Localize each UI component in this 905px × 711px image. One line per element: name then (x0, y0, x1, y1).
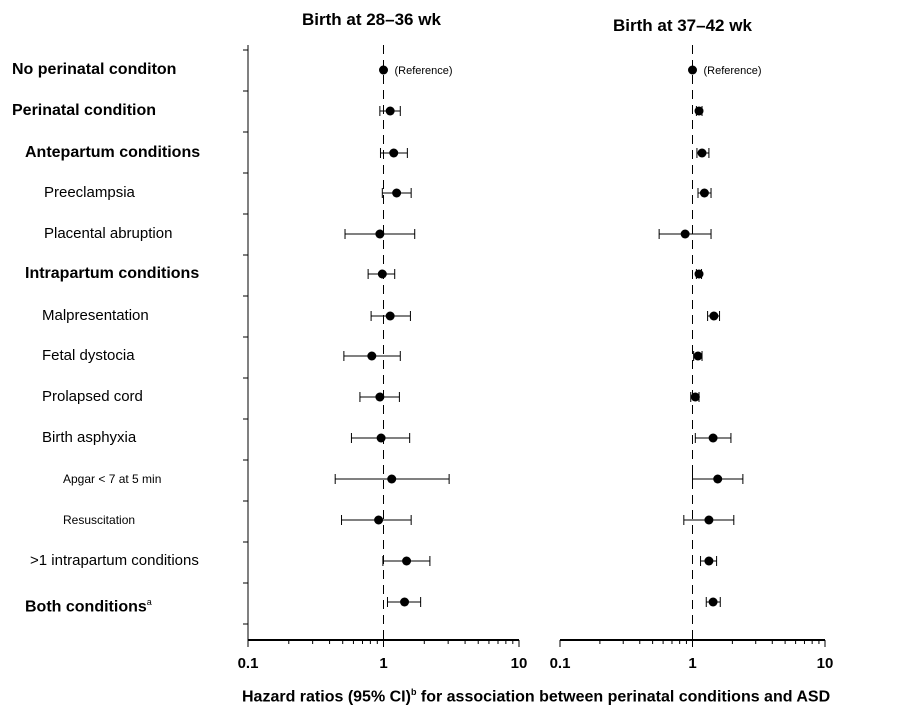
hazard-ratio-point (693, 351, 703, 361)
row-label: Prolapsed cord (42, 388, 143, 406)
row-label: Fetal dystocia (42, 347, 135, 365)
hazard-ratio-point (379, 65, 388, 75)
panel-title-preterm: Birth at 28–36 wk (302, 10, 441, 29)
row-label-text: Resuscitation (63, 513, 136, 527)
row-label: Both conditionsa (25, 593, 152, 616)
row-label: Birth asphyxia (42, 429, 136, 447)
hazard-ratio-point (385, 311, 395, 321)
hazard-ratio-point (690, 392, 700, 402)
row-label-footnote: a (146, 597, 152, 607)
row-label: Perinatal condition (12, 102, 156, 120)
hazard-ratio-point (713, 474, 723, 484)
hazard-ratio-point (389, 148, 399, 158)
row-label-text: Apgar < 7 at 5 min (63, 472, 162, 486)
hazard-ratio-point (375, 392, 385, 402)
x-tick-label: 1 (688, 655, 696, 672)
x-tick-label: 0.1 (238, 655, 259, 672)
x-axis-label: Hazard ratios (95% CI)b for association … (242, 687, 830, 706)
row-label-text: Preeclampsia (44, 184, 135, 201)
hazard-ratio-point (694, 106, 704, 116)
x-axis-label-tail: for association between perinatal condit… (416, 688, 831, 706)
row-label-text: Antepartum conditions (25, 144, 201, 161)
row-label-text: No perinatal conditon (12, 61, 177, 78)
x-axis-label-footnote: b (410, 687, 417, 697)
hazard-ratio-point (709, 311, 719, 321)
x-tick-label: 1 (379, 655, 387, 672)
row-label-text: Malpresentation (42, 307, 149, 324)
hazard-ratio-point (694, 269, 704, 279)
hazard-ratio-point (392, 188, 402, 198)
row-label: No perinatal conditon (12, 61, 176, 79)
hazard-ratio-point (708, 433, 718, 443)
row-label: Intrapartum conditions (25, 265, 199, 283)
x-tick-label: 10 (817, 655, 834, 672)
hazard-ratio-point (697, 148, 707, 158)
hazard-ratio-point (375, 229, 385, 239)
hazard-ratio-point (402, 556, 412, 566)
row-label: Malpresentation (42, 307, 149, 325)
hazard-ratio-point (385, 106, 395, 116)
reference-note: (Reference) (704, 65, 762, 77)
row-label-text: Placental abruption (44, 225, 173, 242)
hazard-ratio-point (374, 515, 384, 525)
hazard-ratio-point (704, 556, 714, 566)
reference-note: (Reference) (395, 65, 453, 77)
hazard-ratio-point (387, 474, 397, 484)
row-label-text: Intrapartum conditions (25, 265, 200, 282)
hazard-ratio-point (699, 188, 709, 198)
hazard-ratio-point (708, 597, 718, 607)
row-label: Antepartum conditions (25, 144, 200, 162)
row-label-text: Both conditions (25, 598, 147, 616)
x-tick-label: 0.1 (550, 655, 571, 672)
row-label-text: Birth asphyxia (42, 429, 137, 446)
hazard-ratio-point (704, 515, 714, 525)
panel-title-term: Birth at 37–42 wk (613, 16, 752, 35)
row-label: >1 intrapartum conditions (30, 552, 199, 570)
hazard-ratio-point (680, 229, 690, 239)
hazard-ratio-point (688, 65, 697, 75)
row-label: Apgar < 7 at 5 min (63, 470, 161, 488)
x-axis-label-main: Hazard ratios (95% CI) (242, 688, 411, 706)
row-label-text: >1 intrapartum conditions (30, 552, 199, 569)
row-label: Resuscitation (63, 511, 135, 529)
row-label: Placental abruption (44, 225, 172, 243)
row-label-text: Perinatal condition (12, 102, 157, 119)
row-label-text: Prolapsed cord (42, 388, 143, 405)
x-tick-label: 10 (511, 655, 528, 672)
row-label-text: Fetal dystocia (42, 347, 135, 364)
hazard-ratio-point (377, 269, 387, 279)
hazard-ratio-point (400, 597, 410, 607)
hazard-ratio-point (367, 351, 377, 361)
hazard-ratio-point (376, 433, 386, 443)
row-label: Preeclampsia (44, 184, 135, 202)
